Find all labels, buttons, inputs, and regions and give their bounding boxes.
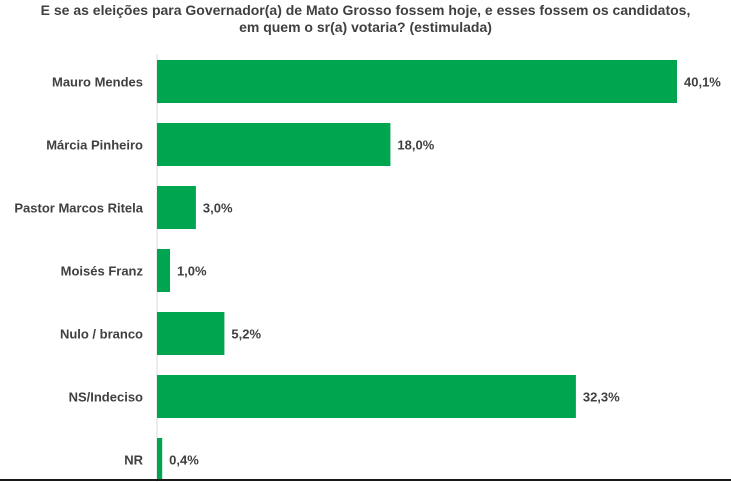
category-label-nulo-branco: Nulo / branco (60, 327, 143, 342)
value-label-nulo-branco: 5,2% (231, 327, 261, 342)
chart-title-line-2: em quem o sr(a) votaria? (estimulada) (239, 19, 492, 35)
category-label-ns-indeciso: NS/Indeciso (69, 390, 143, 405)
bar-moises-franz (157, 249, 170, 292)
value-label-ns-indeciso: 32,3% (583, 390, 620, 405)
category-label-nr: NR (124, 453, 143, 468)
bar-nr (157, 438, 163, 481)
category-label-mauro-mendes: Mauro Mendes (52, 75, 143, 90)
bar-nulo-branco (157, 312, 225, 355)
value-label-nr: 0,4% (169, 453, 199, 468)
bar-marcia-pinheiro (157, 123, 391, 166)
value-label-pastor-marcos-ritela: 3,0% (203, 201, 233, 216)
value-label-marcia-pinheiro: 18,0% (397, 138, 434, 153)
value-label-moises-franz: 1,0% (177, 264, 207, 279)
category-label-marcia-pinheiro: Márcia Pinheiro (46, 138, 143, 153)
bar-ns-indeciso (157, 375, 576, 418)
category-label-pastor-marcos-ritela: Pastor Marcos Ritela (14, 201, 143, 216)
bar-pastor-marcos-ritela (157, 186, 196, 229)
chart-title-line-1: E se as eleições para Governador(a) de M… (40, 2, 691, 18)
value-label-mauro-mendes: 40,1% (684, 75, 721, 90)
bottom-rule (0, 479, 731, 481)
chart-title: E se as eleições para Governador(a) de M… (20, 2, 711, 36)
category-label-moises-franz: Moisés Franz (61, 264, 144, 279)
bar-mauro-mendes (157, 60, 677, 103)
